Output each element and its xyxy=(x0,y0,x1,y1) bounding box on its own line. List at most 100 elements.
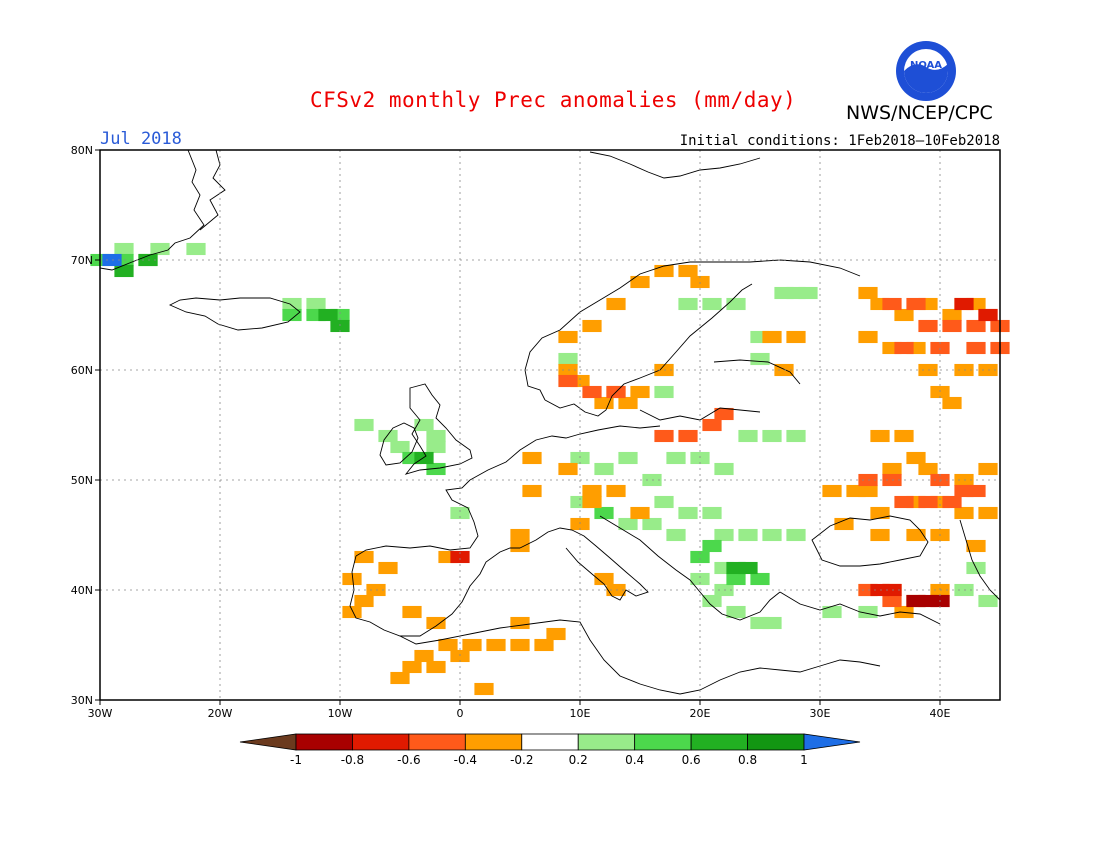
grid-lines xyxy=(100,150,1000,700)
anomaly-cell-neg2 xyxy=(894,341,914,355)
anomaly-cell-neg1 xyxy=(390,671,410,685)
lat-label: 50N xyxy=(71,474,93,487)
anomaly-cell-neg1 xyxy=(654,264,674,278)
anomaly-cell-neg1 xyxy=(414,649,434,663)
anomaly-cell-pos1 xyxy=(978,594,998,608)
anomaly-cell-neg1 xyxy=(510,539,530,553)
anomaly-cell-neg1 xyxy=(762,330,782,344)
anomaly-cell-neg1 xyxy=(978,506,998,520)
anomaly-cell-pos1 xyxy=(702,506,722,520)
anomaly-cell-neg2 xyxy=(582,385,602,399)
anomaly-cell-neg1 xyxy=(426,660,446,674)
colorbar-segment xyxy=(577,733,636,751)
anomaly-cell-pos2 xyxy=(594,506,614,520)
forecast-month: Jul 2018 xyxy=(100,129,182,149)
anomaly-cell-neg1 xyxy=(594,572,614,586)
anomaly-cell-neg1 xyxy=(870,528,890,542)
colorbar-segment xyxy=(352,733,410,751)
anomaly-cell-pos1 xyxy=(726,605,746,619)
agency-label: NWS/NCEP/CPC xyxy=(846,102,993,124)
anomaly-cell-neg2 xyxy=(702,418,722,432)
anomaly-cell-neg1 xyxy=(594,396,614,410)
anomaly-cell-neg1 xyxy=(906,451,926,465)
anomaly-cell-pos1 xyxy=(690,572,710,586)
anomaly-cell-neg1 xyxy=(522,484,542,498)
anomaly-cell-pos1 xyxy=(186,242,206,256)
anomaly-cell-neg1 xyxy=(510,528,530,542)
anomaly-cell-pos1 xyxy=(738,429,758,443)
colorbar-segment xyxy=(690,733,748,751)
colorbar-segment xyxy=(295,733,353,751)
anomaly-cell-neg1 xyxy=(438,638,458,652)
anomaly-cell-pos1 xyxy=(354,418,374,432)
anomaly-cell-pos1 xyxy=(678,297,698,311)
anomaly-cell-pos1 xyxy=(426,429,446,443)
anomaly-cell-neg1 xyxy=(978,462,998,476)
anomaly-cell-neg1 xyxy=(630,275,650,289)
anomaly-cell-neg2 xyxy=(918,495,938,509)
anomaly-cell-pos1 xyxy=(390,440,410,454)
anomaly-cell-neg1 xyxy=(546,627,566,641)
anomaly-cell-pos1 xyxy=(726,297,746,311)
lon-label: 20W xyxy=(208,707,233,720)
anomaly-cell-pos1 xyxy=(150,242,170,256)
colorbar-min-arrow xyxy=(239,733,297,751)
lon-label: 0 xyxy=(457,707,464,720)
anomaly-cell-pos3 xyxy=(318,308,338,322)
anomaly-cell-neg1 xyxy=(402,605,422,619)
anomaly-cell-neg3 xyxy=(450,550,470,564)
anomaly-cell-neg2 xyxy=(882,297,902,311)
initial-conditions: Initial conditions: 1Feb2018–10Feb2018 xyxy=(679,133,1000,149)
anomaly-cell-pos2 xyxy=(702,539,722,553)
colorbar-tick-label: -0.4 xyxy=(454,753,477,767)
colorbar-tick-label: 0.6 xyxy=(682,753,701,767)
colorbar-segment xyxy=(634,733,692,751)
colorbar-tick-label: 0.8 xyxy=(738,753,757,767)
colorbar-segment xyxy=(747,733,805,751)
anomaly-cell-neg1 xyxy=(354,550,374,564)
lat-label: 80N xyxy=(71,144,93,157)
anomaly-cell-neg1 xyxy=(522,451,542,465)
anomaly-cell-neg2 xyxy=(894,495,914,509)
anomaly-cell-pos1 xyxy=(558,352,578,366)
anomaly-cell-pos1 xyxy=(762,528,782,542)
anomaly-cell-pos1 xyxy=(750,352,770,366)
anomaly-cell-neg2 xyxy=(918,319,938,333)
anomaly-cell-pos1 xyxy=(702,594,722,608)
anomaly-cell-pos1 xyxy=(822,605,842,619)
anomaly-cell-pos1 xyxy=(618,451,638,465)
anomaly-cell-neg1 xyxy=(870,506,890,520)
anomaly-cell-neg1 xyxy=(858,330,878,344)
anomaly-cell-pos1 xyxy=(678,506,698,520)
anomaly-cell-neg1 xyxy=(630,385,650,399)
lon-label: 40E xyxy=(930,707,951,720)
anomaly-cell-pos1 xyxy=(282,297,302,311)
colorbar-tick-label: -0.2 xyxy=(510,753,533,767)
anomaly-cell-pos3 xyxy=(738,561,758,575)
noaa-logo: NOAA xyxy=(896,41,956,101)
anomaly-cell-pos2 xyxy=(726,572,746,586)
map-frame xyxy=(99,149,1001,701)
anomaly-cell-neg1 xyxy=(942,308,962,322)
anomaly-cell-neg1 xyxy=(858,484,878,498)
map-title: CFSv2 monthly Prec anomalies (mm/day) xyxy=(310,88,797,112)
anomaly-cell-pos1 xyxy=(426,440,446,454)
anomaly-cell-neg2 xyxy=(966,484,986,498)
anomaly-cell-pos1 xyxy=(594,462,614,476)
anomaly-cell-neg1 xyxy=(786,330,806,344)
anomaly-cell-neg2 xyxy=(942,495,962,509)
anomaly-cell-pos2 xyxy=(690,550,710,564)
anomaly-cell-neg1 xyxy=(342,572,362,586)
anomaly-cell-neg1 xyxy=(606,297,626,311)
anomaly-cell-neg2 xyxy=(966,341,986,355)
anomaly-cell-pos1 xyxy=(762,429,782,443)
anomaly-cell-pos1 xyxy=(378,429,398,443)
anomaly-cell-neg1 xyxy=(474,682,494,696)
axis-labels: 30W 20W 10W 0 10E 20E 30E 40E 80N 70N 60N 50N 40N 30N xyxy=(71,144,951,720)
anomaly-cell-pos3 xyxy=(114,264,134,278)
anomaly-cell-pos1 xyxy=(666,451,686,465)
colorbar-segment xyxy=(464,733,523,751)
anomaly-cell-pos1 xyxy=(618,517,638,531)
anomaly-cell-neg1 xyxy=(486,638,506,652)
